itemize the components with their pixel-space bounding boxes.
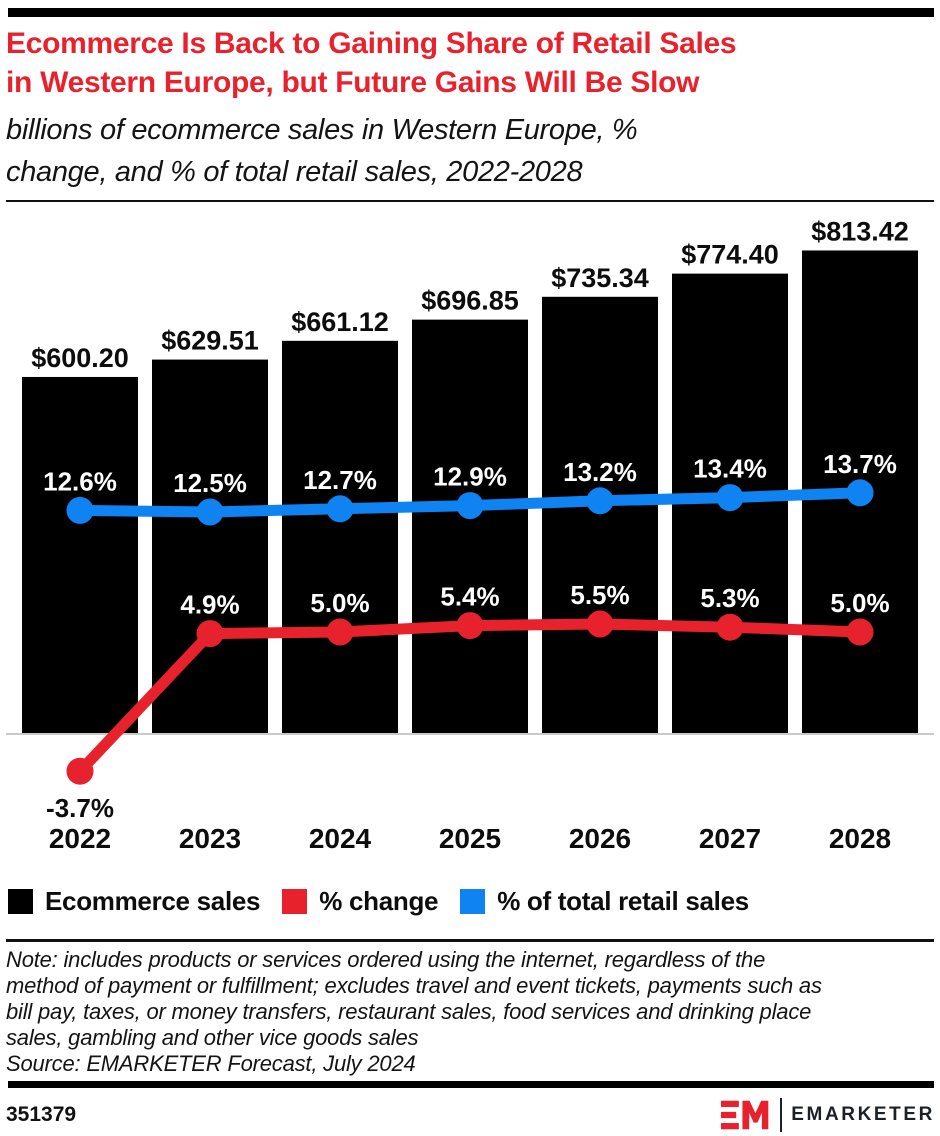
pct-change-value-label-2022: -3.7% bbox=[46, 793, 114, 823]
legend-label-ecommerce-sales: Ecommerce sales bbox=[45, 886, 261, 916]
page-subtitle: billions of ecommerce sales in Western E… bbox=[6, 109, 936, 193]
pct-of-retail-point-2023 bbox=[196, 498, 224, 526]
chart-legend: Ecommerce sales % change % of total reta… bbox=[8, 886, 749, 917]
pct-of-retail-point-2026 bbox=[586, 487, 614, 515]
header-divider-rule bbox=[6, 200, 934, 202]
pct-change-point-2028 bbox=[846, 618, 874, 646]
pct-change-point-2027 bbox=[716, 613, 744, 641]
bar-value-label-2022: $600.20 bbox=[31, 343, 129, 373]
pct-change-value-label-2023: 4.9% bbox=[180, 590, 239, 620]
pct-change-value-label-2028: 5.0% bbox=[830, 588, 889, 618]
bar-value-label-2024: $661.12 bbox=[291, 307, 389, 337]
page-title: Ecommerce Is Back to Gaining Share of Re… bbox=[6, 24, 936, 102]
bar-value-label-2028: $813.42 bbox=[811, 216, 909, 246]
page-subtitle-line-2: change, and % of total retail sales, 202… bbox=[6, 156, 583, 188]
bar-2025 bbox=[412, 319, 528, 733]
footnote-divider-rule bbox=[6, 939, 934, 942]
chart-id: 351379 bbox=[6, 1103, 77, 1126]
pct-change-point-2024 bbox=[326, 618, 354, 646]
pct-change-point-2025 bbox=[456, 612, 484, 640]
pct-of-retail-value-label-2022: 12.6% bbox=[43, 466, 117, 496]
pct-of-retail-point-2025 bbox=[456, 492, 484, 520]
page-subtitle-line-1: billions of ecommerce sales in Western E… bbox=[6, 114, 638, 146]
pct-change-value-label-2025: 5.4% bbox=[440, 582, 499, 612]
note-line-4: sales, gambling and other vice goods sal… bbox=[6, 1025, 419, 1050]
page-title-line-2: in Western Europe, but Future Gains Will… bbox=[6, 66, 700, 99]
x-axis-line bbox=[6, 733, 934, 735]
pct-of-retail-value-label-2024: 12.7% bbox=[303, 465, 377, 495]
source-line: Source: EMARKETER Forecast, July 2024 bbox=[6, 1051, 416, 1076]
chart-area: -3.7% 4.9% 5.0% 5.4% 5.5% 5.3% 5.0% 12.6% 12.5% 1… bbox=[0, 210, 940, 872]
legend-swatch-red bbox=[282, 889, 308, 914]
legend-label-pct-total-retail: % of total retail sales bbox=[497, 886, 749, 916]
legend-swatch-blue bbox=[460, 889, 486, 914]
combo-chart-svg: -3.7% 4.9% 5.0% 5.4% 5.5% 5.3% 5.0% 12.6% 12.5% 1… bbox=[6, 216, 934, 854]
legend-label-pct-change: % change bbox=[319, 886, 439, 916]
year-label-2024: 2024 bbox=[309, 823, 372, 854]
pct-change-point-2026 bbox=[586, 610, 614, 638]
footer-black-bar bbox=[8, 1081, 934, 1088]
note-line-1: Note: includes products or services orde… bbox=[6, 947, 766, 972]
bar-2026 bbox=[542, 296, 658, 733]
pct-change-value-label-2027: 5.3% bbox=[700, 583, 759, 613]
bar-value-label-2027: $774.40 bbox=[681, 240, 779, 270]
year-label-2028: 2028 bbox=[829, 823, 891, 854]
pct-of-retail-value-label-2023: 12.5% bbox=[173, 468, 247, 498]
pct-of-retail-value-label-2026: 13.2% bbox=[563, 457, 637, 487]
legend-item-pct-change: % change bbox=[282, 886, 438, 917]
year-label-2026: 2026 bbox=[569, 823, 631, 854]
note-line-3: bill pay, taxes, or money transfers, res… bbox=[6, 999, 812, 1024]
note-line-2: method of payment or fulfillment; exclud… bbox=[6, 973, 822, 998]
top-black-bar bbox=[8, 8, 934, 17]
bar-2022 bbox=[22, 376, 138, 733]
pct-change-point-2023 bbox=[196, 620, 224, 648]
emarketer-logo-mark-icon bbox=[721, 1100, 769, 1130]
bar-value-label-2025: $696.85 bbox=[421, 286, 519, 316]
footnote-block: Note: includes products or services orde… bbox=[6, 947, 936, 1077]
legend-swatch-black bbox=[8, 889, 33, 914]
year-label-2025: 2025 bbox=[439, 823, 501, 854]
legend-item-ecommerce-sales: Ecommerce sales bbox=[8, 886, 261, 917]
brand-wordmark: EMARKETER bbox=[791, 1104, 935, 1125]
year-label-2022: 2022 bbox=[49, 823, 111, 854]
pct-of-retail-value-label-2025: 12.9% bbox=[433, 462, 507, 492]
pct-of-retail-point-2027 bbox=[716, 484, 744, 512]
legend-item-pct-total-retail: % of total retail sales bbox=[460, 886, 749, 917]
page-title-line-1: Ecommerce Is Back to Gaining Share of Re… bbox=[6, 27, 737, 60]
pct-of-retail-point-2028 bbox=[846, 479, 874, 507]
bar-2024 bbox=[282, 340, 398, 733]
pct-of-retail-value-label-2027: 13.4% bbox=[693, 454, 767, 484]
pct-of-retail-point-2022 bbox=[66, 496, 94, 524]
bar-value-label-2026: $735.34 bbox=[551, 263, 649, 293]
emarketer-logo: EMARKETER bbox=[721, 1097, 935, 1133]
pct-of-retail-point-2024 bbox=[326, 495, 354, 523]
pct-change-value-label-2024: 5.0% bbox=[310, 588, 369, 618]
pct-change-point-2022 bbox=[66, 757, 94, 785]
pct-change-value-label-2026: 5.5% bbox=[570, 580, 629, 610]
pct-of-retail-value-label-2028: 13.7% bbox=[823, 449, 897, 479]
year-label-2023: 2023 bbox=[179, 823, 241, 854]
year-label-2027: 2027 bbox=[699, 823, 761, 854]
bar-value-label-2023: $629.51 bbox=[161, 326, 259, 356]
logo-divider bbox=[780, 1098, 783, 1132]
